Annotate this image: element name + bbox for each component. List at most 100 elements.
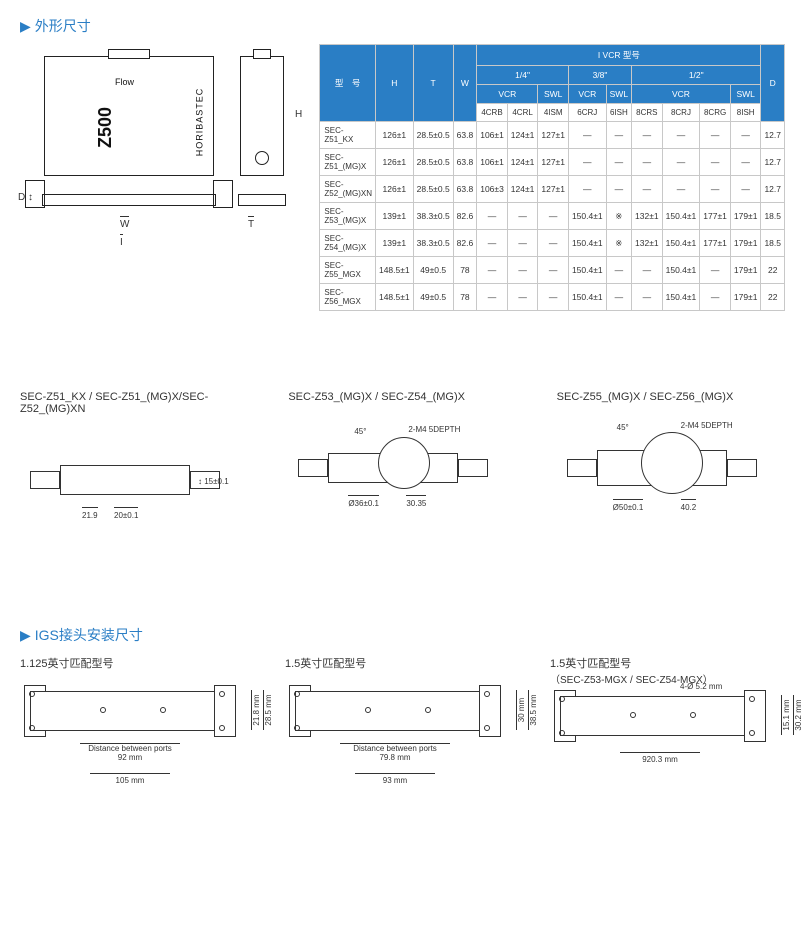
outline-drawing: Flow Z500 HORIBASTEC D ↕ W I H T: [20, 44, 299, 254]
cell-value: 124±1: [507, 176, 538, 203]
th-swl-14: SWL: [538, 85, 569, 104]
cell-value: 12.7: [761, 149, 785, 176]
cell-value: 82.6: [453, 230, 477, 257]
cell-model: SEC-Z51_(MG)X: [320, 149, 376, 176]
cell-value: —: [632, 257, 663, 284]
mid-draw-1: ↕ 15±0.1 21.9 20±0.1: [20, 435, 248, 545]
top-area: Flow Z500 HORIBASTEC D ↕ W I H T 型 号 H T…: [20, 44, 785, 311]
th-14: 1/4": [477, 66, 569, 85]
cell-value: 139±1: [375, 230, 413, 257]
d1-w1: 21.9: [82, 507, 98, 520]
cell-value: —: [700, 122, 731, 149]
cell-value: 106±1: [477, 149, 508, 176]
dim-h: H: [295, 109, 302, 120]
cell-value: 63.8: [453, 122, 477, 149]
cell-value: 179±1: [730, 257, 761, 284]
cell-value: 148.5±1: [375, 257, 413, 284]
table-row: SEC-Z54_(MG)X139±138.3±0.582.6———150.4±1…: [320, 230, 785, 257]
igs-section: ▶IGS接头安装尺寸 1.125英寸匹配型号 Distance between …: [20, 625, 785, 806]
cell-value: 179±1: [730, 203, 761, 230]
cell-value: —: [632, 122, 663, 149]
igs2-dbp: Distance between ports79.8 mm: [340, 743, 450, 762]
cell-model: SEC-Z56_MGX: [320, 284, 376, 311]
mid-title-2: SEC-Z53_(MG)X / SEC-Z54_(MG)X: [288, 391, 516, 403]
cell-value: —: [568, 122, 606, 149]
igs1-h2: 28.5 mm: [263, 690, 273, 730]
cell-value: —: [477, 284, 508, 311]
device-front-view: Flow Z500 HORIBASTEC: [44, 56, 214, 176]
cell-value: —: [477, 203, 508, 230]
d3-p: 40.2: [681, 499, 697, 512]
igs3-h2: 30.2 mm: [793, 695, 803, 735]
d2-p: 30.35: [406, 495, 426, 508]
th-swl-38: SWL: [606, 85, 631, 104]
cell-model: SEC-Z53_(MG)X: [320, 203, 376, 230]
cell-value: 127±1: [538, 149, 569, 176]
cell-value: —: [538, 230, 569, 257]
mid-title-1: SEC-Z51_KX / SEC-Z51_(MG)X/SEC-Z52_(MG)X…: [20, 391, 248, 415]
cell-value: 22: [761, 257, 785, 284]
cell-value: —: [700, 257, 731, 284]
cell-value: 63.8: [453, 176, 477, 203]
cell-model: SEC-Z54_(MG)X: [320, 230, 376, 257]
cell-value: —: [606, 149, 631, 176]
th-6ish: 6ISH: [606, 104, 631, 122]
table-row: SEC-Z53_(MG)X139±138.3±0.582.6———150.4±1…: [320, 203, 785, 230]
d2-a: 45°: [354, 427, 366, 436]
mid-col-1: SEC-Z51_KX / SEC-Z51_(MG)X/SEC-Z52_(MG)X…: [20, 391, 248, 545]
cell-value: —: [538, 203, 569, 230]
cell-value: 12.7: [761, 122, 785, 149]
cell-value: —: [730, 122, 761, 149]
cell-value: 150.4±1: [568, 284, 606, 311]
cell-value: 78: [453, 257, 477, 284]
cell-value: —: [606, 284, 631, 311]
cell-value: 179±1: [730, 284, 761, 311]
igs2-h2: 38.5 mm: [528, 690, 538, 730]
horibastec-label: HORIBASTEC: [194, 88, 204, 157]
cell-value: 126±1: [375, 122, 413, 149]
cell-value: —: [568, 176, 606, 203]
cell-value: —: [606, 257, 631, 284]
cell-value: —: [538, 284, 569, 311]
igs-row: 1.125英寸匹配型号 Distance between ports92 mm …: [20, 655, 785, 806]
igs-sub-3: （SEC-Z53-MGX / SEC-Z54-MGX）: [550, 671, 785, 686]
cell-value: 126±1: [375, 176, 413, 203]
cell-model: SEC-Z55_MGX: [320, 257, 376, 284]
igs-draw-1: Distance between ports92 mm 105 mm 21.8 …: [20, 681, 255, 801]
cell-value: 38.3±0.5: [413, 230, 453, 257]
cell-value: —: [632, 284, 663, 311]
igs-draw-2: Distance between ports79.8 mm 93 mm 30 m…: [285, 681, 520, 801]
cell-value: 106±1: [477, 122, 508, 149]
cell-value: 12.7: [761, 176, 785, 203]
table-row: SEC-Z51_KX126±128.5±0.563.8106±1124±1127…: [320, 122, 785, 149]
cell-value: 106±3: [477, 176, 508, 203]
th-d: D: [761, 45, 785, 122]
cell-value: ※: [606, 230, 631, 257]
triangle-icon: ▶: [20, 18, 31, 35]
cell-model: SEC-Z52_(MG)XN: [320, 176, 376, 203]
cell-value: 127±1: [538, 122, 569, 149]
mid-draw-3: 45° 2-M4 5DEPTH Ø50±0.1 40.2: [557, 423, 785, 533]
cell-value: 18.5: [761, 230, 785, 257]
cell-value: —: [662, 149, 700, 176]
d2-holes: 2-M4 5DEPTH: [408, 425, 460, 434]
triangle-icon: ▶: [20, 627, 31, 644]
section-title-outline-text: 外形尺寸: [35, 18, 91, 34]
dim-d: D ↕: [18, 192, 33, 203]
cell-value: 150.4±1: [662, 230, 700, 257]
igs-title-3: 1.5英寸匹配型号: [550, 655, 785, 671]
cell-value: —: [507, 284, 538, 311]
side-base: [238, 194, 286, 206]
igs-col-2: 1.5英寸匹配型号 Distance between ports79.8 mm …: [285, 655, 520, 806]
igs-title-2: 1.5英寸匹配型号: [285, 655, 520, 671]
cell-value: 18.5: [761, 203, 785, 230]
cell-value: —: [632, 176, 663, 203]
d2-dia: Ø36±0.1: [348, 495, 379, 508]
th-4ism: 4ISM: [538, 104, 569, 122]
cell-value: —: [477, 257, 508, 284]
section-title-igs: ▶IGS接头安装尺寸: [20, 625, 785, 645]
th-8ish: 8ISH: [730, 104, 761, 122]
igs1-h1: 21.8 mm: [251, 690, 261, 730]
cell-value: —: [730, 176, 761, 203]
th-vcr-12: VCR: [632, 85, 731, 104]
